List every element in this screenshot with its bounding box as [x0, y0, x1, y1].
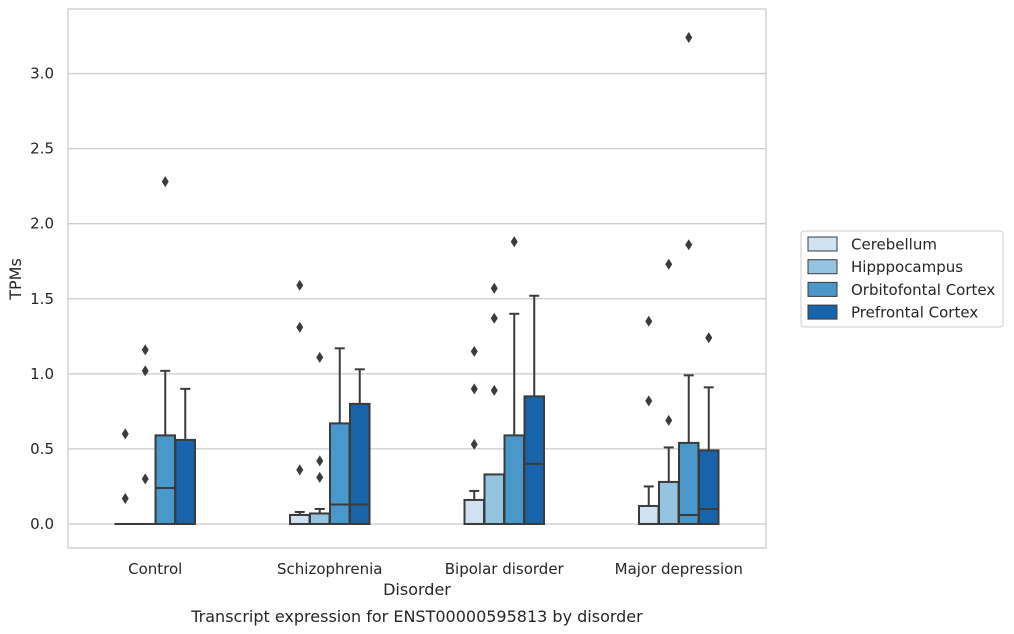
- outlier-point: [316, 351, 324, 363]
- box-body: [174, 438, 196, 525]
- legend-label: Orbitofontal Cortex: [851, 281, 995, 299]
- box-body: [503, 434, 525, 525]
- x-axis-ticks: Control Schizophrenia Bipolar disorder Majo…: [128, 560, 743, 578]
- box-hipppocampus: [309, 351, 331, 525]
- y-tick-label: 2.0: [30, 215, 54, 233]
- y-tick-label: 0.5: [30, 440, 54, 458]
- legend-swatch: [807, 281, 838, 297]
- x-tick-label: Control: [128, 560, 182, 578]
- legend-label: Cerebellum: [851, 236, 937, 254]
- outlier-point: [141, 473, 149, 485]
- legend-label: Prefrontal Cortex: [851, 304, 978, 322]
- legend-swatch: [807, 259, 838, 275]
- box-cerebellum: [463, 345, 485, 525]
- legend-swatch: [807, 236, 838, 252]
- box-body: [658, 480, 680, 525]
- outlier-point: [470, 438, 478, 450]
- outlier-point: [161, 176, 169, 188]
- y-tick-label: 3.0: [30, 65, 54, 83]
- box-body: [638, 504, 660, 525]
- box-body: [309, 512, 331, 525]
- box-prefrontal-cortex: [698, 332, 720, 525]
- outlier-point: [685, 32, 693, 44]
- outlier-point: [665, 414, 673, 426]
- box-body: [678, 441, 700, 525]
- box-hipppocampus: [134, 344, 156, 525]
- chart-title: Transcript expression for ENST0000059581…: [190, 607, 643, 626]
- box-orbitofontal-cortex: [329, 347, 351, 525]
- box-cerebellum: [638, 315, 660, 525]
- y-axis-label: TPMs: [6, 258, 25, 301]
- outlier-point: [685, 239, 693, 251]
- outlier-point: [296, 321, 304, 333]
- x-tick-label: Schizophrenia: [277, 560, 382, 578]
- box-orbitofontal-cortex: [503, 236, 525, 525]
- box-orbitofontal-cortex: [678, 32, 700, 525]
- x-axis-label: Disorder: [383, 580, 451, 599]
- outlier-point: [296, 464, 304, 476]
- box-hipppocampus: [483, 282, 505, 525]
- outlier-point: [121, 428, 129, 440]
- legend-frame: [800, 230, 1004, 328]
- y-tick-label: 1.5: [30, 290, 54, 308]
- box-prefrontal-cortex: [174, 387, 196, 525]
- outlier-point: [490, 282, 498, 294]
- y-tick-label: 2.5: [30, 140, 54, 158]
- box-prefrontal-cortex: [349, 368, 371, 525]
- box-body: [523, 395, 545, 525]
- x-tick-label: Bipolar disorder: [445, 560, 565, 578]
- y-tick-label: 1.0: [30, 365, 54, 383]
- outlier-point: [645, 395, 653, 407]
- plot-frame: [67, 8, 767, 549]
- outlier-point: [510, 236, 518, 248]
- outlier-point: [470, 383, 478, 395]
- y-axis-ticks: 0.0 0.5 1.0 1.5 2.0 2.5 3.0: [30, 65, 54, 533]
- outlier-point: [490, 384, 498, 396]
- outlier-point: [296, 279, 304, 291]
- box-body: [483, 473, 505, 525]
- box-body: [349, 402, 371, 525]
- box-cerebellum: [289, 279, 311, 525]
- box-body: [698, 449, 720, 525]
- legend-swatch: [807, 304, 838, 320]
- outlier-point: [665, 258, 673, 270]
- box-hipppocampus: [658, 258, 680, 525]
- outlier-point: [705, 332, 713, 344]
- box-body: [289, 513, 311, 525]
- legend: Cerebellum Hipppocampus Orbitofontal Corte…: [800, 230, 1004, 328]
- box-orbitofontal-cortex: [154, 176, 176, 525]
- outlier-point: [645, 315, 653, 327]
- outlier-point: [316, 471, 324, 483]
- outlier-point: [121, 492, 129, 504]
- outlier-point: [141, 344, 149, 356]
- outlier-point: [316, 455, 324, 467]
- box-cerebellum: [114, 428, 136, 525]
- outlier-point: [490, 312, 498, 324]
- box-body: [463, 498, 485, 525]
- box-body: [154, 434, 176, 525]
- legend-label: Hipppocampus: [851, 258, 963, 276]
- boxes: [114, 32, 720, 525]
- box-body: [329, 422, 351, 525]
- outlier-point: [470, 345, 478, 357]
- box-prefrontal-cortex: [523, 294, 545, 525]
- y-tick-label: 0.0: [30, 515, 54, 533]
- outlier-point: [141, 365, 149, 377]
- x-tick-label: Major depression: [615, 560, 743, 578]
